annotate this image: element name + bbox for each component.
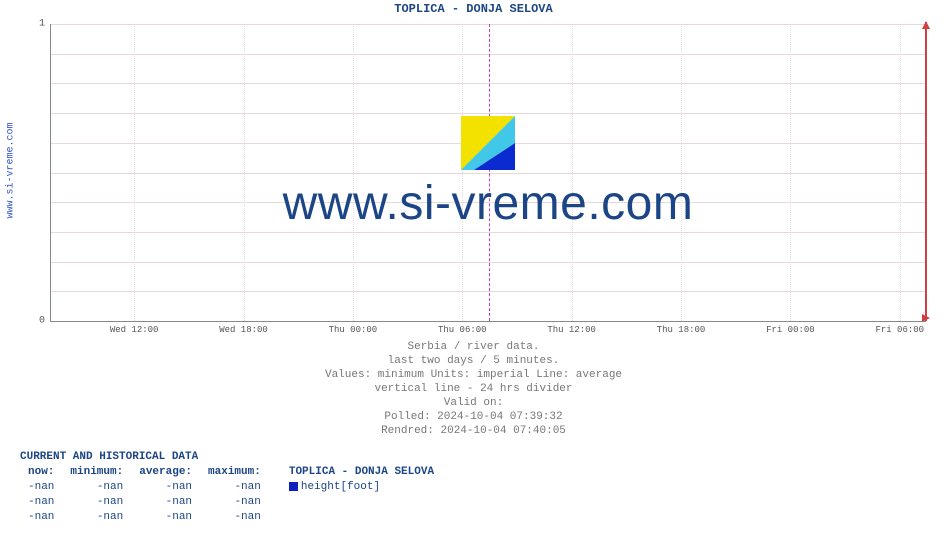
col-series: TOPLICA - DONJA SELOVA	[269, 465, 442, 480]
x-tick: Wed 12:00	[110, 325, 159, 335]
y-axis-label-container: www.si-vreme.com	[4, 0, 18, 340]
col-minimum: minimum:	[62, 465, 131, 480]
vgrid-line	[790, 24, 791, 321]
col-maximum: maximum:	[200, 465, 269, 480]
vgrid-line	[462, 24, 463, 321]
col-now: now:	[20, 465, 62, 480]
x-tick: Thu 12:00	[547, 325, 596, 335]
vgrid-line	[572, 24, 573, 321]
end-marker	[925, 22, 927, 321]
x-tick: Thu 06:00	[438, 325, 487, 335]
meta-line: Rendred: 2024-10-04 07:40:05	[0, 424, 947, 438]
x-tick: Thu 00:00	[329, 325, 378, 335]
table-header: CURRENT AND HISTORICAL DATA	[20, 450, 442, 465]
meta-line: last two days / 5 minutes.	[0, 354, 947, 368]
y-tick-1: 1	[39, 19, 45, 30]
table-row: -nan -nan -nan -nan	[20, 510, 442, 525]
series-swatch-icon	[289, 482, 298, 491]
x-tick: Wed 18:00	[219, 325, 268, 335]
table-row: -nan -nan -nan -nan	[20, 495, 442, 510]
data-table: CURRENT AND HISTORICAL DATA now: minimum…	[20, 450, 442, 525]
table-row: -nan -nan -nan -nan height[foot]	[20, 480, 442, 495]
vgrid-line	[900, 24, 901, 321]
vgrid-line	[353, 24, 354, 321]
meta-line: Serbia / river data.	[0, 340, 947, 354]
x-tick: Thu 18:00	[657, 325, 706, 335]
meta-line: Polled: 2024-10-04 07:39:32	[0, 410, 947, 424]
col-average: average:	[131, 465, 200, 480]
meta-block: Serbia / river data. last two days / 5 m…	[0, 340, 947, 438]
vgrid-line	[244, 24, 245, 321]
vgrid-line	[134, 24, 135, 321]
plot-area: 0 1 Wed 12:00Wed 18:00Thu 00:00Thu 06:00…	[50, 24, 926, 322]
divider-line	[489, 24, 490, 321]
table-head-row: now: minimum: average: maximum: TOPLICA …	[20, 465, 442, 480]
meta-line: Values: minimum Units: imperial Line: av…	[0, 368, 947, 382]
y-axis-label: www.si-vreme.com	[6, 122, 17, 218]
chart-title: TOPLICA - DONJA SELOVA	[0, 2, 947, 16]
y-tick-0: 0	[39, 316, 45, 327]
meta-line: Valid on:	[0, 396, 947, 410]
vgrid-line	[681, 24, 682, 321]
x-tick: Fri 06:00	[875, 325, 924, 335]
meta-line: vertical line - 24 hrs divider	[0, 382, 947, 396]
x-tick: Fri 00:00	[766, 325, 815, 335]
series-label: height[foot]	[269, 480, 442, 495]
